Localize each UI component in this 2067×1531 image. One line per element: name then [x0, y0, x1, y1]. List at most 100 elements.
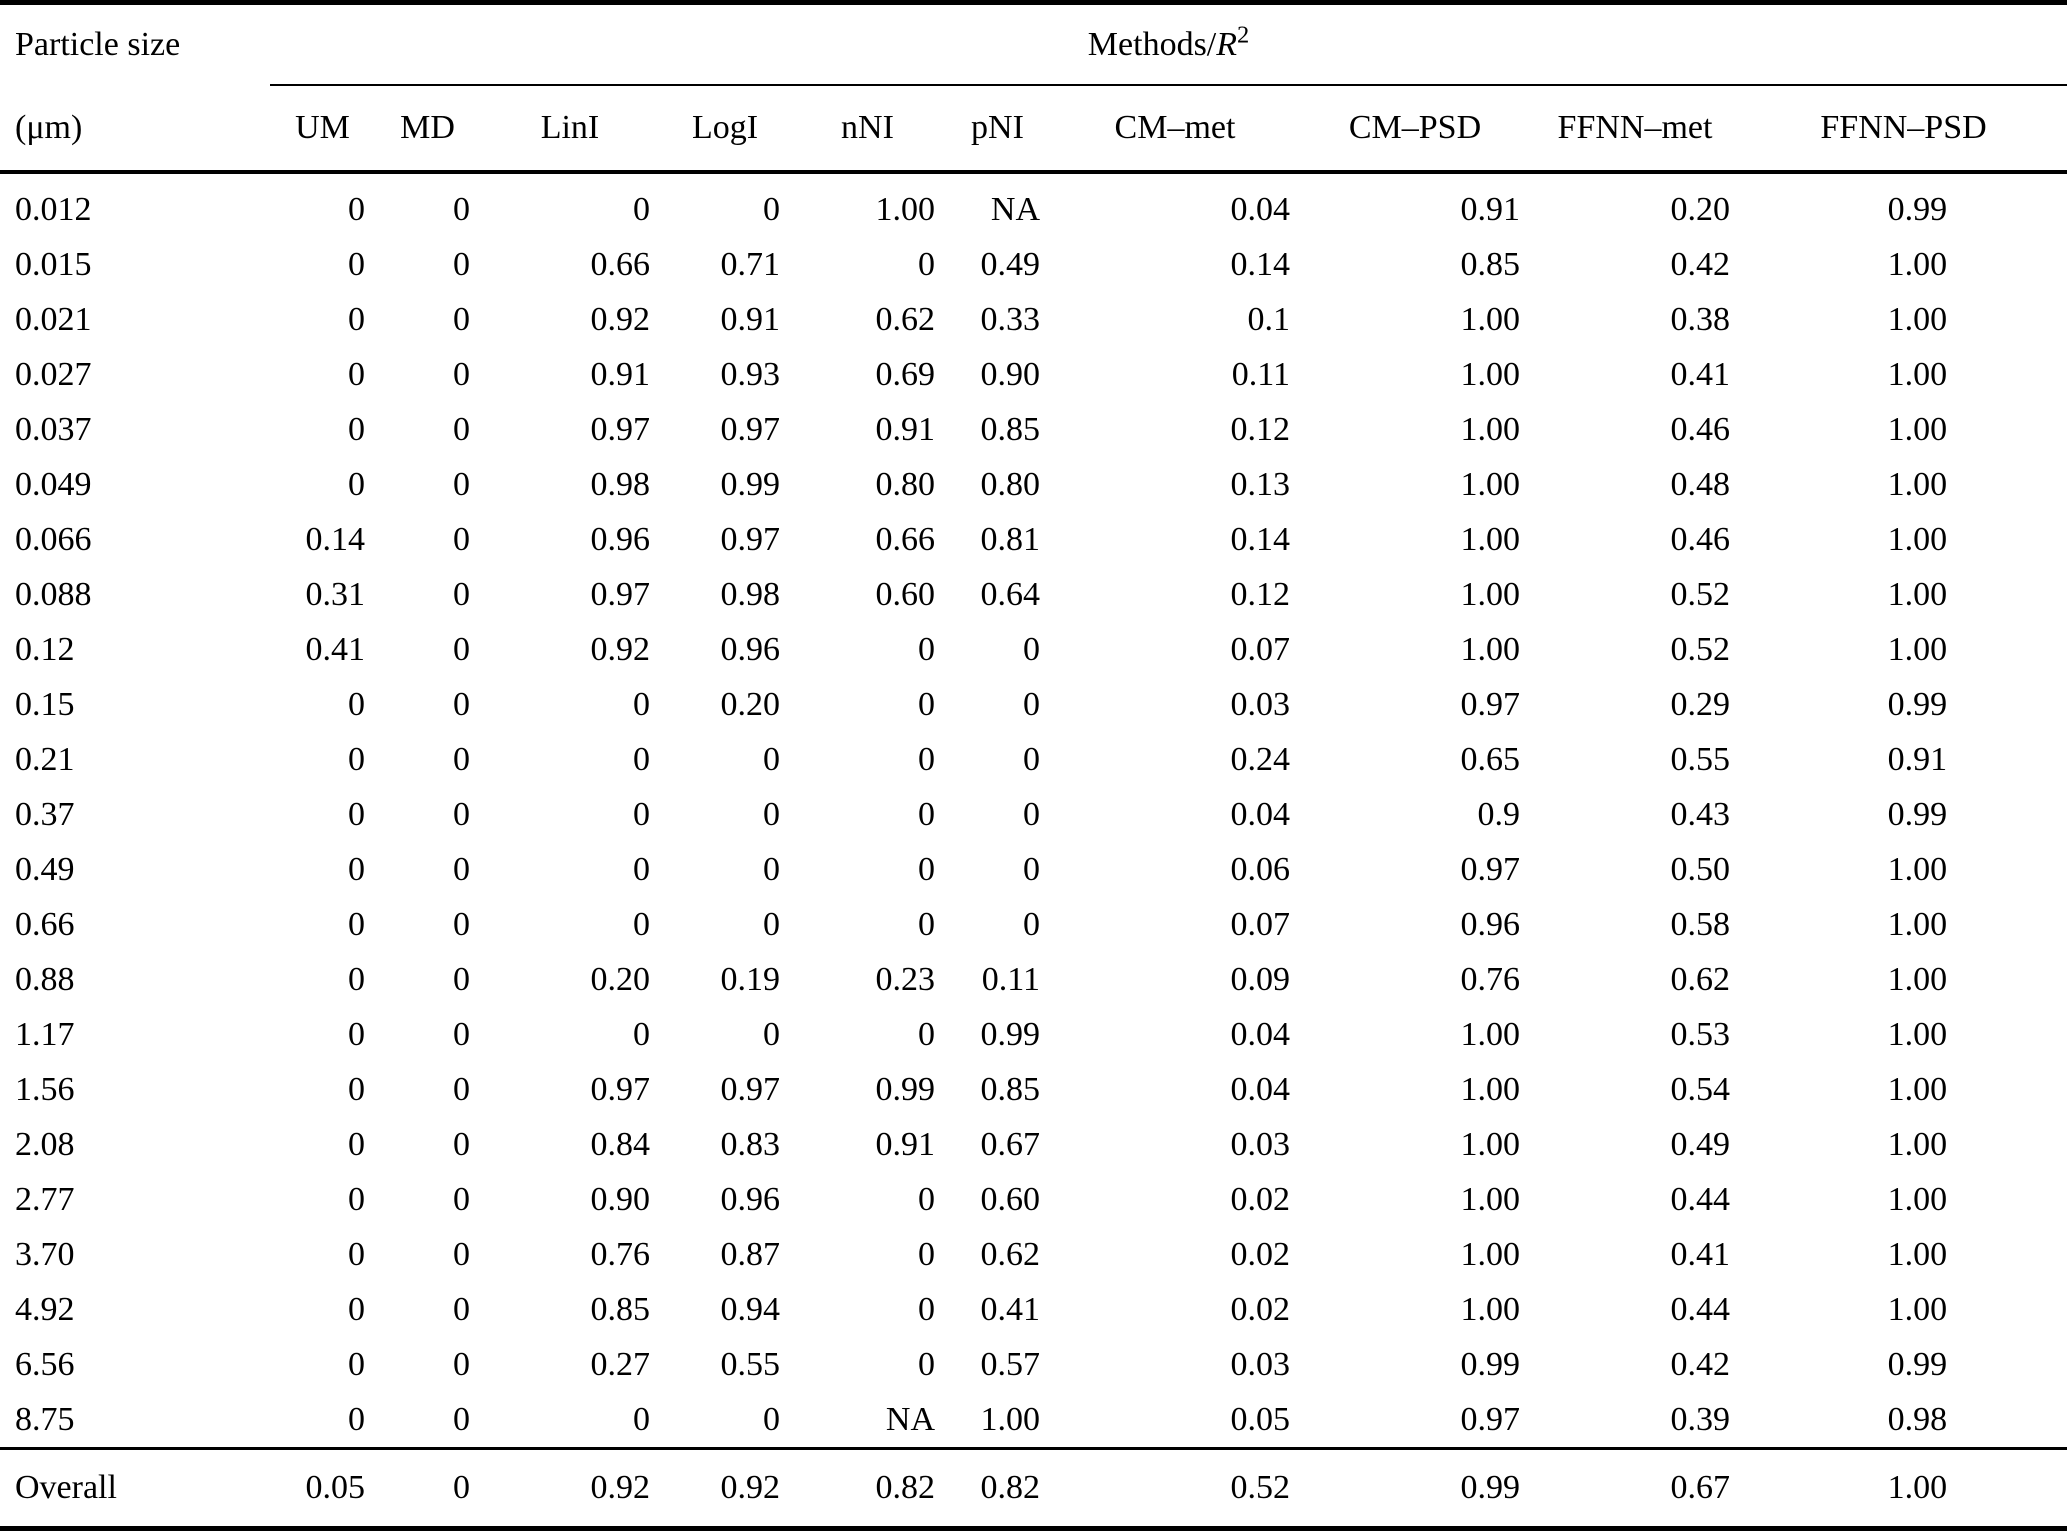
- cell-um: 0: [270, 1392, 375, 1450]
- particle-size-unit-header: (μm): [0, 85, 270, 174]
- table-row: 6.56 0 0 0.27 0.55 0 0.57 0.03 0.99 0.42 0.99: [0, 1337, 2067, 1392]
- cell-lini: 0.97: [590, 410, 651, 448]
- cell-cm-met: 0.11: [1231, 355, 1290, 393]
- cell-ffnn-psd: 1.00: [1887, 1125, 1948, 1163]
- particle-size-value: 4.92: [15, 1290, 75, 1328]
- cell-ffnn-met: 0.29: [1670, 685, 1731, 723]
- cell-lini: 0.76: [590, 1235, 651, 1273]
- table-body: 0.012 0 0 0 0 1.00 NA 0.04 0.91 0.20 0.99 0.015 0 0 0.…: [0, 172, 2067, 1450]
- cell-nni: NA: [790, 1392, 945, 1450]
- cell-um: 0: [348, 795, 365, 833]
- column-header-row: (μm) UM MD LinI LogI nNI pNI CM–met CM–P…: [0, 85, 2067, 174]
- cell-lini: 0: [633, 795, 650, 833]
- cell-nni: 0: [918, 1345, 935, 1383]
- cell-um: 0.05: [305, 1469, 366, 1506]
- cell-pni: 0.67: [980, 1125, 1041, 1163]
- cell-nni: 0.99: [875, 1070, 936, 1108]
- particle-size-value: 0.012: [15, 190, 92, 228]
- cell-ffnn-psd: 0.99: [1887, 190, 1948, 228]
- cell-um: 0.41: [305, 630, 366, 668]
- cell-cm-psd: 1.00: [1460, 1290, 1521, 1328]
- cell-cm-psd: 0.99: [1460, 1345, 1521, 1383]
- column-header-lini: LinI: [480, 85, 660, 174]
- cell-md: 0: [453, 410, 470, 448]
- cell-md: 0: [453, 1235, 470, 1273]
- cell-md: 0: [453, 1125, 470, 1163]
- cell-cm-psd: 1.00: [1460, 465, 1521, 503]
- cell-cm-psd: 1.00: [1460, 1235, 1521, 1273]
- cell-cm-met: 0.09: [1230, 960, 1291, 998]
- cell-cm-psd: 1.00: [1460, 410, 1521, 448]
- cell-logi: 0.55: [720, 1345, 781, 1383]
- table-row: 0.066 0.14 0 0.96 0.97 0.66 0.81 0.14 1.00 0.46 1.…: [0, 512, 2067, 567]
- cell-lini: 0.92: [590, 630, 651, 668]
- table-row: 0.027 0 0 0.91 0.93 0.69 0.90 0.11 1.00 0.41 1.00: [0, 347, 2067, 402]
- cell-md: 0: [453, 1015, 470, 1053]
- cell-um: 0.14: [305, 520, 366, 558]
- cell-logi: 0.96: [720, 1180, 781, 1218]
- cell-nni: 0: [918, 1015, 935, 1053]
- cell-cm-psd: 0.97: [1460, 850, 1521, 888]
- cell-ffnn-met: 0.55: [1670, 740, 1731, 778]
- cell-pni: 0: [1023, 850, 1040, 888]
- particle-size-header: Particle size: [15, 26, 181, 63]
- cell-pni: 0.57: [980, 1345, 1041, 1383]
- cell-md: 0: [453, 1180, 470, 1218]
- cell-pni: 0: [1023, 630, 1040, 668]
- cell-ffnn-psd: 0.99: [1887, 1345, 1948, 1383]
- cell-logi: 0.97: [720, 520, 781, 558]
- cell-nni: 0.62: [875, 300, 936, 338]
- table-row: 0.088 0.31 0 0.97 0.98 0.60 0.64 0.12 1.00 0.52 1.…: [0, 567, 2067, 622]
- column-header-ffnn-met: FFNN–met: [1530, 85, 1740, 174]
- cell-md: 0: [453, 355, 470, 393]
- table-row: 1.17 0 0 0 0 0 0.99 0.04 1.00 0.53 1.00: [0, 1007, 2067, 1062]
- cell-nni: 0.60: [875, 575, 936, 613]
- cell-pni: 0.82: [980, 1469, 1041, 1506]
- cell-cm-psd: 0.76: [1460, 960, 1521, 998]
- cell-md: 0: [453, 190, 470, 228]
- cell-md: 0: [453, 1070, 470, 1108]
- cell-cm-met: 0.02: [1230, 1180, 1291, 1218]
- cell-ffnn-psd: 0.99: [1887, 685, 1948, 723]
- particle-size-value: 0.027: [15, 355, 92, 393]
- column-header-nni: nNI: [790, 85, 945, 174]
- cell-ffnn-met: 0.43: [1670, 795, 1731, 833]
- methods-label-prefix: Methods/: [1087, 25, 1217, 63]
- particle-size-value: 0.066: [15, 520, 92, 558]
- methods-group-header: Methods/R2: [270, 2, 2067, 86]
- cell-um: 0: [348, 1235, 365, 1273]
- cell-ffnn-met: 0.49: [1670, 1125, 1731, 1163]
- cell-cm-met: 0.04: [1230, 1070, 1291, 1108]
- particle-size-value: 0.15: [15, 685, 75, 723]
- cell-cm-psd: 0.85: [1460, 245, 1521, 283]
- table-row: 3.70 0 0 0.76 0.87 0 0.62 0.02 1.00 0.41 1.00: [0, 1227, 2067, 1282]
- table-row: 0.37 0 0 0 0 0 0 0.04 0.9 0.43 0.99: [0, 787, 2067, 842]
- cell-ffnn-met: 0.48: [1670, 465, 1731, 503]
- cell-cm-met: 0.02: [1230, 1290, 1291, 1328]
- cell-logi: 0: [763, 905, 780, 943]
- cell-ffnn-psd: 1.00: [1887, 1235, 1948, 1273]
- particle-size-value: 0.66: [15, 905, 75, 943]
- cell-cm-psd: 1.00: [1460, 1125, 1521, 1163]
- cell-um: 0: [348, 685, 365, 723]
- cell-um: 0: [348, 1180, 365, 1218]
- cell-ffnn-met: 0.44: [1670, 1180, 1731, 1218]
- cell-logi: 0.97: [720, 410, 781, 448]
- particle-size-value: 0.021: [15, 300, 92, 338]
- cell-logi: 0.20: [720, 685, 781, 723]
- cell-logi: 0: [763, 850, 780, 888]
- cell-ffnn-met: 0.39: [1530, 1392, 1740, 1450]
- table-row: 0.21 0 0 0 0 0 0 0.24 0.65 0.55 0.91: [0, 732, 2067, 787]
- cell-pni: 0.85: [980, 1070, 1041, 1108]
- cell-cm-met: 0.13: [1230, 465, 1291, 503]
- cell-ffnn-psd: 1.00: [1887, 245, 1948, 283]
- cell-nni: 0: [918, 685, 935, 723]
- cell-cm-psd: 1.00: [1460, 1180, 1521, 1218]
- cell-ffnn-psd: 1.00: [1887, 630, 1948, 668]
- particle-size-value: 8.75: [0, 1392, 270, 1450]
- cell-cm-psd: 0.91: [1460, 190, 1521, 228]
- cell-cm-psd: 1.00: [1460, 1070, 1521, 1108]
- cell-pni: 0.33: [980, 300, 1041, 338]
- cell-logi: 0.87: [720, 1235, 781, 1273]
- cell-cm-psd: 1.00: [1460, 520, 1521, 558]
